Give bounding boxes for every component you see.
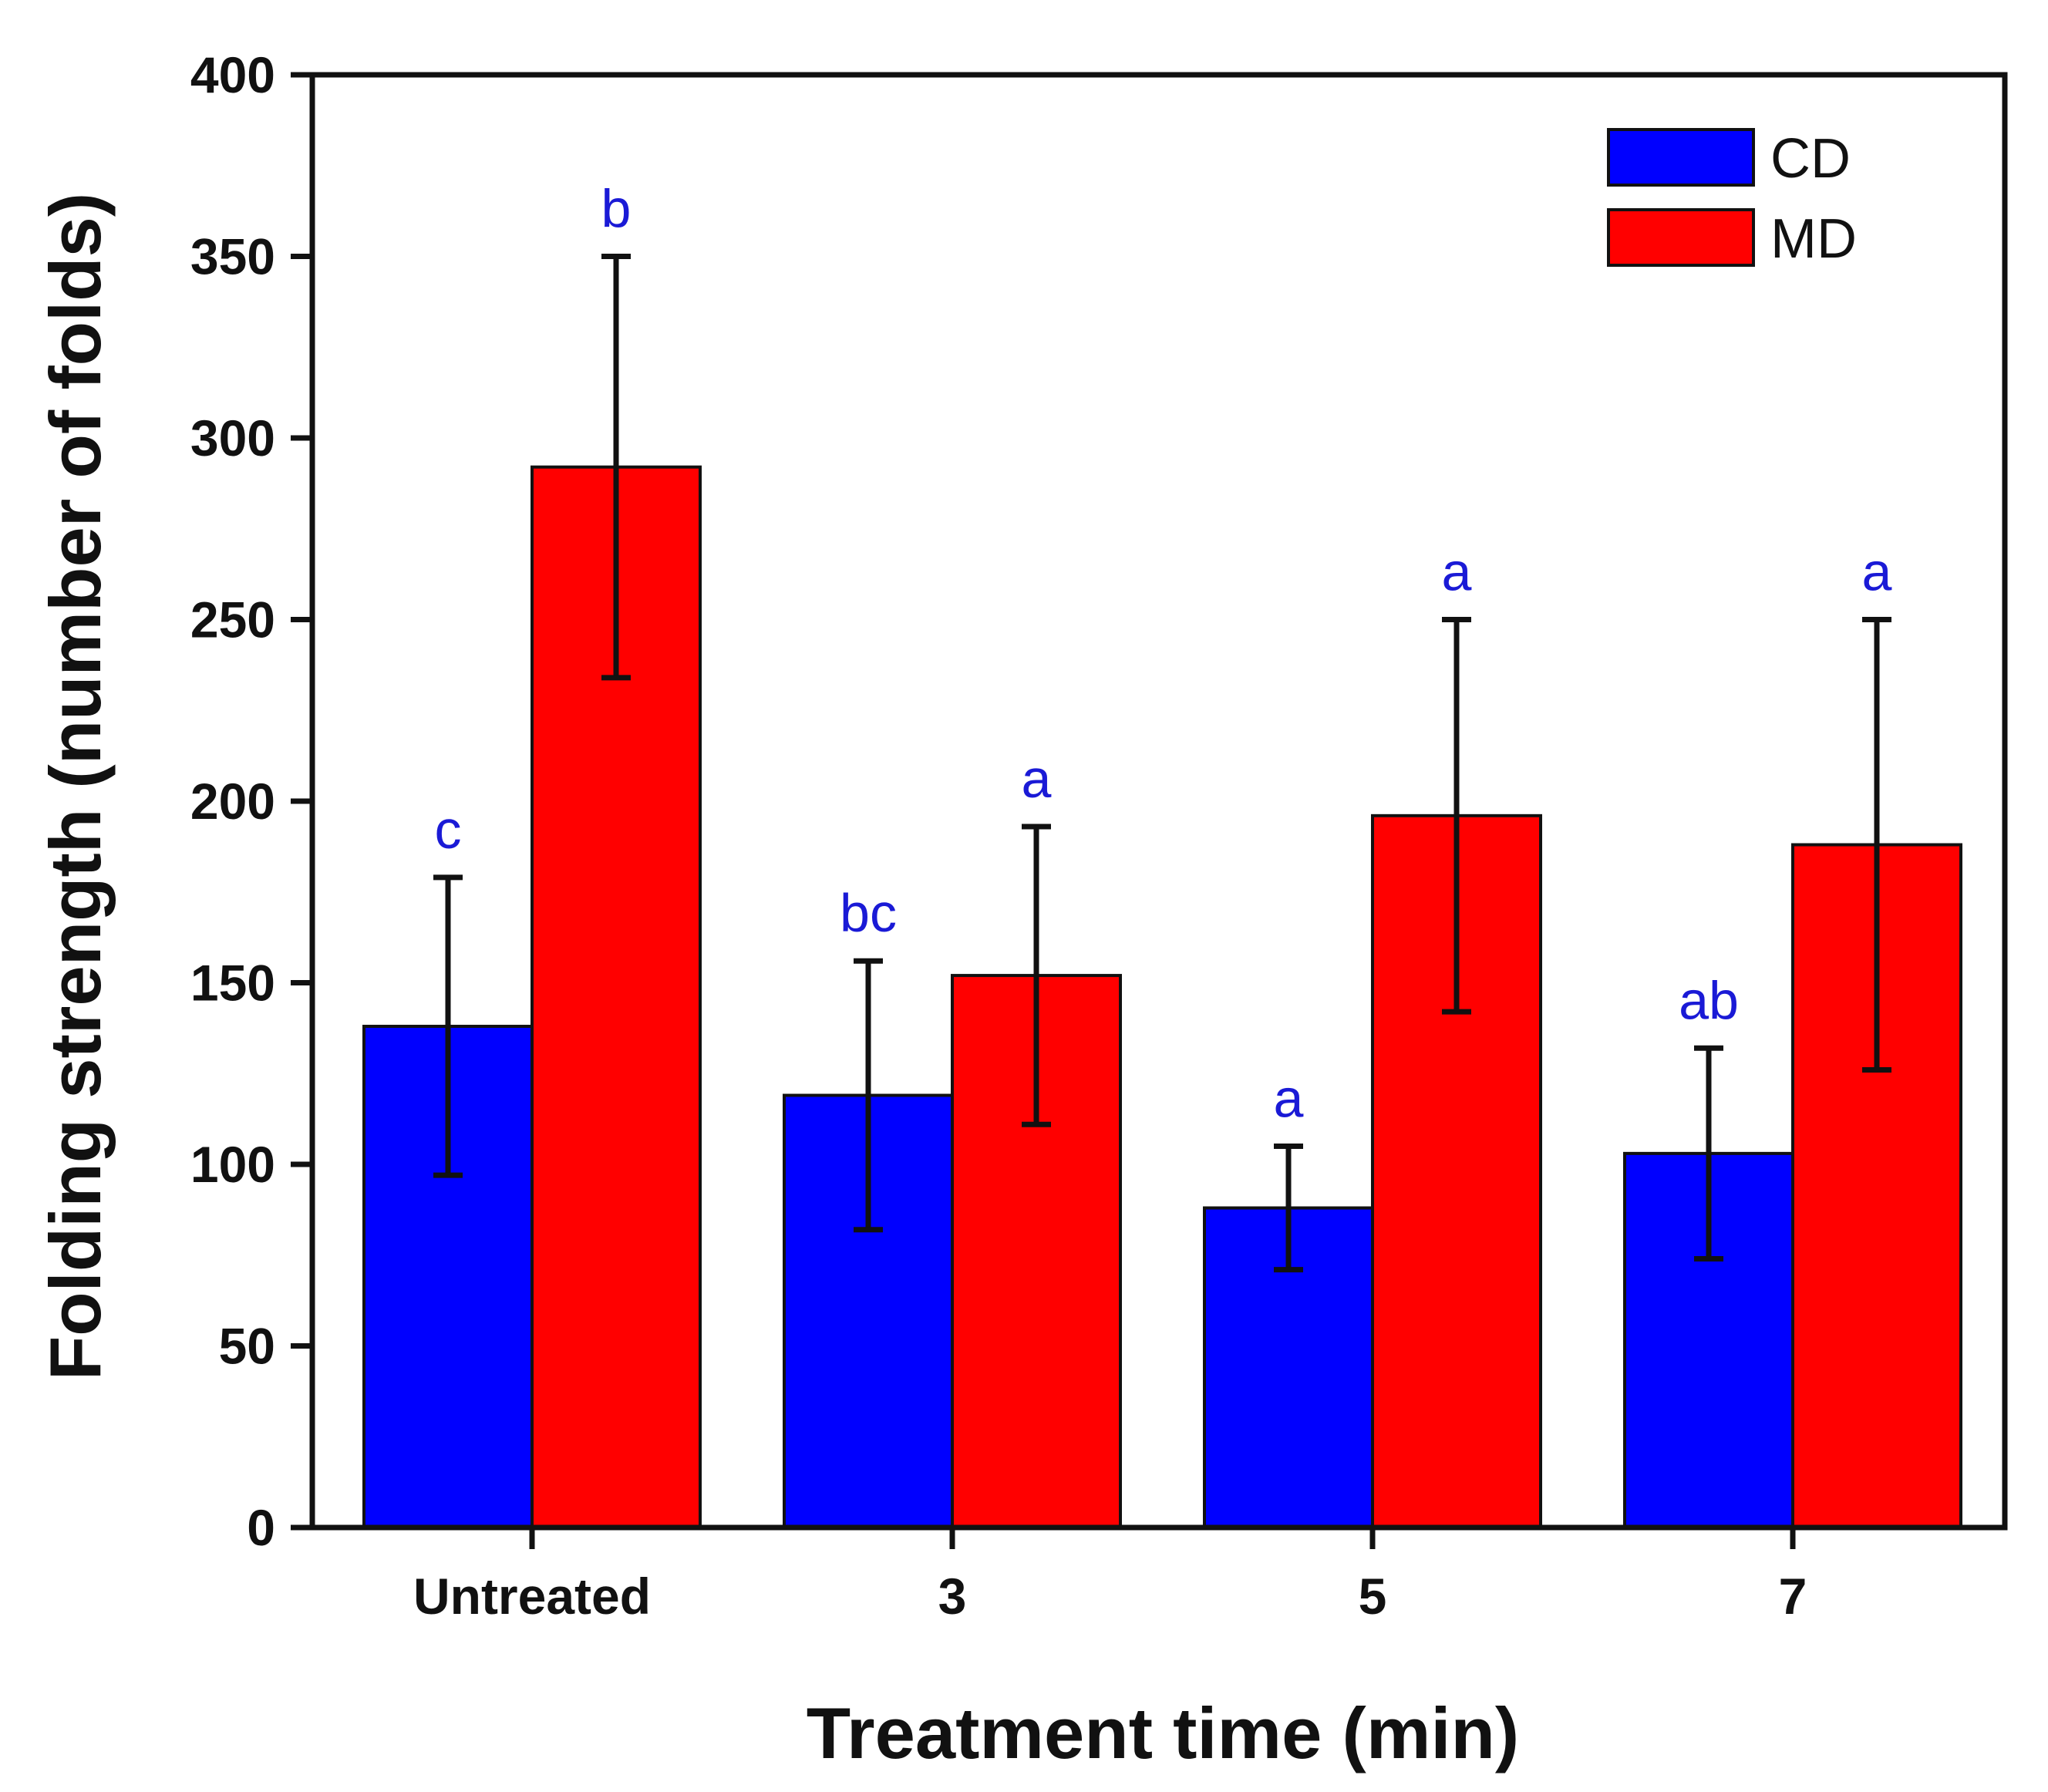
x-tick-label: 5 <box>1359 1568 1387 1625</box>
significance-label: b <box>601 179 632 239</box>
y-tick-label: 100 <box>190 1136 275 1193</box>
legend-label-md: MD <box>1770 208 1857 270</box>
legend-swatch-md <box>1607 208 1755 267</box>
y-tick-label: 400 <box>190 46 275 103</box>
axes-layer: 0 50 100 150 200 250 300 350 400 Untreated 3 5 7 <box>190 46 2008 1625</box>
error-bar-cd-untreated <box>433 874 463 1178</box>
error-bar-cd-7 <box>1694 1045 1723 1261</box>
error-bars-layer <box>433 254 1891 1273</box>
error-bar-md-untreated <box>601 254 631 681</box>
y-axis-title: Folding strength (number of folds) <box>35 193 116 1380</box>
legend: CD MD <box>1607 128 1857 270</box>
y-tick-label: 200 <box>190 773 275 830</box>
significance-label: a <box>1274 1068 1304 1128</box>
y-tick-label: 50 <box>219 1318 275 1375</box>
x-tick-label: Untreated <box>413 1568 651 1625</box>
significance-label: a <box>1442 542 1472 602</box>
legend-label-cd: CD <box>1770 128 1851 190</box>
error-bar-md-3 <box>1022 824 1051 1127</box>
x-axis-title: Treatment time (min) <box>807 1693 1520 1773</box>
x-tick-label: 3 <box>938 1568 967 1625</box>
x-tick-label: 7 <box>1779 1568 1807 1625</box>
legend-swatch-cd <box>1607 128 1755 187</box>
error-bar-md-7 <box>1862 617 1891 1073</box>
significance-label: c <box>435 800 462 860</box>
y-tick-label: 300 <box>190 409 275 467</box>
y-tick-label: 350 <box>190 228 275 285</box>
significance-label: a <box>1862 542 1892 602</box>
y-tick-label: 0 <box>247 1499 275 1556</box>
significance-label: bc <box>840 883 897 943</box>
y-tick-label: 150 <box>190 955 275 1012</box>
y-tick-label: 250 <box>190 591 275 648</box>
significance-labels-layer: c bc a ab b a a a <box>435 179 1892 1129</box>
error-bar-cd-3 <box>854 958 883 1233</box>
error-bar-md-5 <box>1442 617 1471 1015</box>
error-bar-cd-5 <box>1274 1143 1303 1273</box>
significance-label: ab <box>1679 970 1739 1030</box>
significance-label: a <box>1022 749 1052 809</box>
